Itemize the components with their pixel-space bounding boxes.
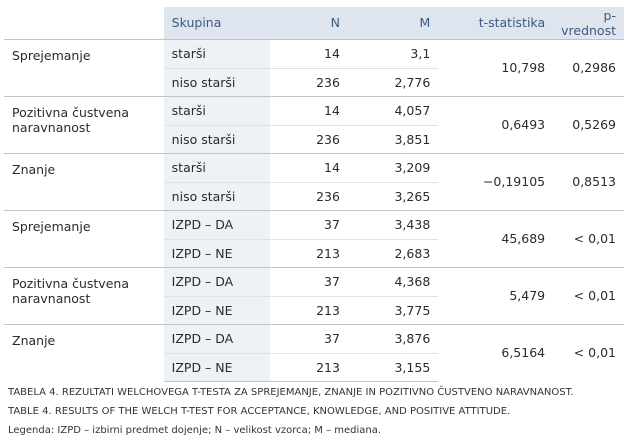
- header-t-statistic: t-statistika: [438, 7, 554, 40]
- m-cell: 3,775: [347, 295, 439, 324]
- table-row: Pozitivna čustvena naravnanost starši 14 4,…: [4, 95, 624, 153]
- m-cell: 2,683: [347, 238, 439, 267]
- t-statistic-cell: 10,798: [438, 38, 554, 96]
- table-row: Sprejemanje starši 14 3,1 10,798 0,2986: [4, 38, 624, 96]
- variable-cell: Znanje: [4, 152, 164, 210]
- header-variable-empty: [4, 7, 164, 40]
- n-cell: 14: [269, 152, 348, 182]
- table-row: niso starši 236 2,776: [4, 67, 624, 96]
- variable-cell: Sprejemanje: [4, 209, 164, 267]
- group-cell: niso starši: [163, 181, 270, 210]
- caption-english: TABLE 4. RESULTS OF THE WELCH T-TEST FOR…: [8, 406, 511, 417]
- table-row: Znanje IZPD – DA 37 3,876 6,5164 < 0,01: [4, 323, 624, 381]
- group-cell: niso starši: [163, 124, 270, 153]
- group-cell: IZPD – DA: [163, 209, 270, 239]
- n-cell: 213: [269, 352, 348, 382]
- header-m: M: [347, 7, 439, 40]
- n-cell: 236: [269, 67, 348, 96]
- table-row: Znanje starši 14 3,209 −0,19105 0,8513: [4, 152, 624, 210]
- p-value-cell: < 0,01: [553, 266, 624, 324]
- n-cell: 236: [269, 124, 348, 153]
- m-cell: 2,776: [347, 67, 439, 96]
- p-value-cell: < 0,01: [553, 209, 624, 267]
- m-cell: 3,851: [347, 124, 439, 153]
- caption-legend: Legenda: IZPD – izbirni predmet dojenje;…: [8, 425, 382, 436]
- table-row: IZPD – NE 213 3,775: [4, 295, 624, 324]
- header-n: N: [269, 7, 348, 40]
- group-cell: IZPD – NE: [163, 238, 270, 267]
- n-cell: 14: [269, 38, 348, 68]
- m-cell: 3,438: [347, 209, 439, 239]
- variable-cell: Znanje: [4, 323, 164, 381]
- group-cell: starši: [163, 152, 270, 182]
- caption-slovenian: TABELA 4. REZULTATI WELCHOVEGA T-TESTA Z…: [8, 387, 574, 398]
- group-cell: IZPD – NE: [163, 352, 270, 382]
- t-statistic-cell: −0,19105: [438, 152, 554, 210]
- variable-cell: Sprejemanje: [4, 38, 164, 96]
- n-cell: 14: [269, 95, 348, 125]
- group-cell: niso starši: [163, 67, 270, 96]
- group-cell: starši: [163, 38, 270, 68]
- group-cell: IZPD – DA: [163, 323, 270, 353]
- table-row: Sprejemanje IZPD – DA 37 3,438 45,689 < 0,01: [4, 209, 624, 267]
- group-cell: starši: [163, 95, 270, 125]
- n-cell: 213: [269, 295, 348, 324]
- m-cell: 3,876: [347, 323, 439, 353]
- table-row: IZPD – NE 213 2,683: [4, 238, 624, 267]
- n-cell: 37: [269, 209, 348, 239]
- group-cell: IZPD – DA: [163, 266, 270, 296]
- table-row: IZPD – NE 213 3,155: [4, 352, 624, 382]
- n-cell: 236: [269, 181, 348, 210]
- results-table: Skupina N M t-statistika p-vrednost Spre…: [4, 7, 624, 382]
- table-row: niso starši 236 3,851: [4, 124, 624, 153]
- m-cell: 4,368: [347, 266, 439, 296]
- n-cell: 213: [269, 238, 348, 267]
- t-statistic-cell: 0,6493: [438, 95, 554, 153]
- m-cell: 4,057: [347, 95, 439, 125]
- t-statistic-cell: 45,689: [438, 209, 554, 267]
- header-p-value: p-vrednost: [553, 7, 624, 40]
- table-row: Pozitivna čustvena naravnanost IZPD – DA 3…: [4, 266, 624, 324]
- m-cell: 3,265: [347, 181, 439, 210]
- header-group: Skupina: [163, 7, 270, 40]
- n-cell: 37: [269, 323, 348, 353]
- header-row: Skupina N M t-statistika p-vrednost: [4, 7, 624, 40]
- table-row: niso starši 236 3,265: [4, 181, 624, 210]
- p-value-cell: 0,2986: [553, 38, 624, 96]
- m-cell: 3,1: [347, 38, 439, 68]
- m-cell: 3,209: [347, 152, 439, 182]
- variable-cell: Pozitivna čustvena naravnanost: [4, 95, 164, 153]
- t-statistic-cell: 6,5164: [438, 323, 554, 381]
- table-caption: TABELA 4. REZULTATI WELCHOVEGA T-TESTA Z…: [8, 383, 626, 440]
- p-value-cell: < 0,01: [553, 323, 624, 381]
- n-cell: 37: [269, 266, 348, 296]
- group-cell: IZPD – NE: [163, 295, 270, 324]
- m-cell: 3,155: [347, 352, 439, 382]
- p-value-cell: 0,8513: [553, 152, 624, 210]
- p-value-cell: 0,5269: [553, 95, 624, 153]
- t-statistic-cell: 5,479: [438, 266, 554, 324]
- variable-cell: Pozitivna čustvena naravnanost: [4, 266, 164, 324]
